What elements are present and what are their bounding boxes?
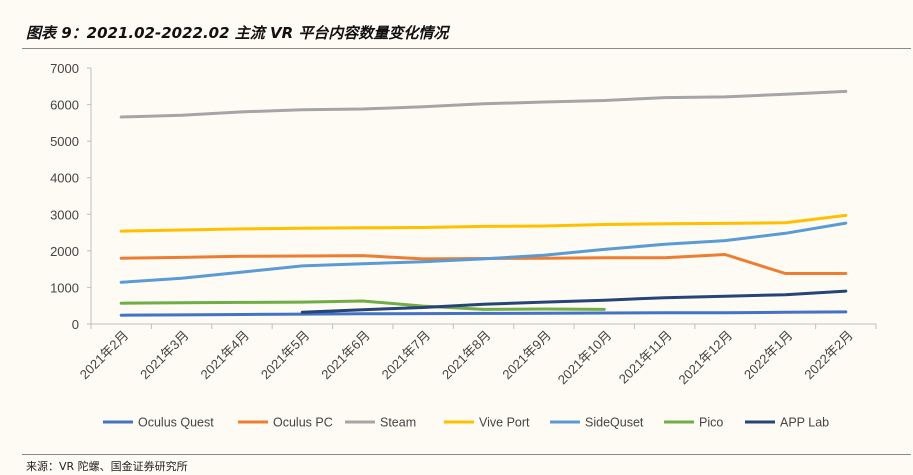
x-tick-label: 2022年1月 xyxy=(741,328,796,383)
x-tick-label: 2021年12月 xyxy=(675,328,735,388)
legend-label-oculus-pc: Oculus PC xyxy=(273,416,333,430)
legend-label-oculus-quest: Oculus Quest xyxy=(138,416,214,430)
y-tick-label: 5000 xyxy=(50,134,79,149)
x-tick-label: 2021年8月 xyxy=(439,328,494,383)
bottom-divider xyxy=(22,454,911,455)
series-line-oculus-pc xyxy=(119,253,848,275)
y-tick-label: 2000 xyxy=(50,244,79,259)
legend-label-steam: Steam xyxy=(380,416,416,430)
series-line-sidequset xyxy=(119,221,848,284)
y-tick-label: 7000 xyxy=(50,61,79,76)
legend-label-pico: Pico xyxy=(699,416,723,430)
x-tick-label: 2021年6月 xyxy=(318,328,373,383)
x-tick-label: 2021年4月 xyxy=(198,328,253,383)
y-tick-label: 0 xyxy=(72,317,79,332)
x-tick-label: 2021年2月 xyxy=(77,328,132,383)
legend-label-sidequset: SideQuset xyxy=(585,416,644,430)
top-divider xyxy=(22,48,911,49)
legend-label-vive-port: Vive Port xyxy=(479,416,530,430)
x-tick-label: 2021年11月 xyxy=(616,328,675,387)
chart-title: 图表 9：2021.02-2022.02 主流 VR 平台内容数量变化情况 xyxy=(26,24,449,42)
x-tick-label: 2021年9月 xyxy=(499,328,554,383)
series-line-pico xyxy=(119,299,606,311)
series-line-steam xyxy=(119,89,848,119)
y-tick-label: 4000 xyxy=(50,171,79,186)
series-line-app-lab xyxy=(300,289,848,314)
x-tick-label: 2021年7月 xyxy=(379,328,434,383)
y-tick-label: 6000 xyxy=(50,98,79,113)
x-tick-label: 2021年5月 xyxy=(258,328,313,383)
series-line-oculus-quest xyxy=(119,310,848,317)
legend-label-app-lab: APP Lab xyxy=(780,416,829,430)
y-tick-label: 3000 xyxy=(50,207,79,222)
source-note: 来源：VR 陀螺、国金证券研究所 xyxy=(26,460,188,473)
x-tick-label: 2021年10月 xyxy=(555,328,615,388)
x-tick-label: 2021年3月 xyxy=(137,328,192,383)
x-tick-label: 2022年2月 xyxy=(801,328,856,383)
y-tick-label: 1000 xyxy=(50,280,79,295)
series-line-vive-port xyxy=(119,213,848,233)
